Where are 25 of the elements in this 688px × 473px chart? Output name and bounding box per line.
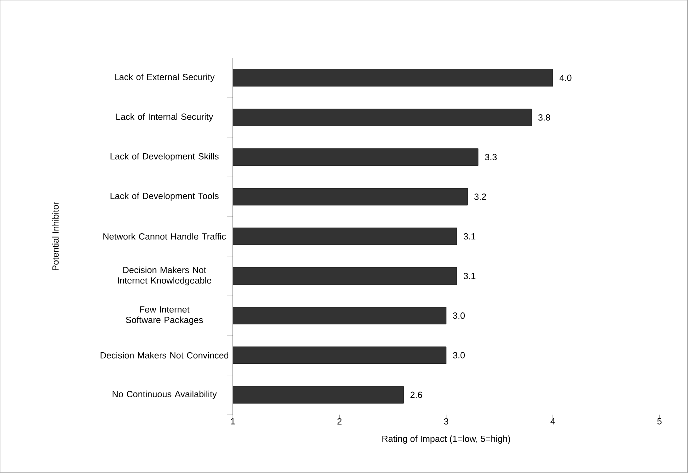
x-tick-label: 2: [338, 418, 342, 425]
data-label: 3.1: [464, 272, 476, 280]
x-tick-label: 4: [550, 418, 556, 425]
y-tick-label: Lack of Internal Security: [116, 113, 214, 122]
data-label: 3.2: [474, 194, 486, 200]
x-tick-label: 3: [444, 418, 449, 425]
x-tick-label: 1: [231, 418, 236, 425]
data-label: 2.6: [410, 392, 422, 398]
data-label: 3.0: [453, 312, 466, 319]
x-axis-title: Rating of Impact (1=low, 5=high): [382, 436, 510, 444]
y-tick-label: Few Internet Software Packages: [126, 306, 204, 326]
y-tick-label: Lack of External Security: [115, 74, 215, 82]
y-tick-label: Network Cannot Handle Traffic: [104, 233, 226, 240]
y-axis-title: Potential Inhibitor: [52, 202, 59, 270]
data-label: 3.1: [464, 233, 476, 240]
x-tick-label: 5: [658, 418, 662, 425]
y-tick-label: Lack of Development Skills: [110, 153, 219, 162]
data-label: 3.3: [485, 154, 497, 160]
data-label: 4.0: [560, 74, 572, 82]
y-tick-label: No Continuous Availability: [112, 390, 218, 400]
y-tick-label: Decision Makers Not Convinced: [100, 352, 229, 359]
data-label: 3.8: [538, 114, 550, 121]
data-label: 3.0: [453, 352, 466, 359]
y-tick-label: Decision Makers Not Internet Knowledgeable: [118, 266, 212, 286]
y-tick-label: Lack of Development Tools: [110, 192, 219, 202]
